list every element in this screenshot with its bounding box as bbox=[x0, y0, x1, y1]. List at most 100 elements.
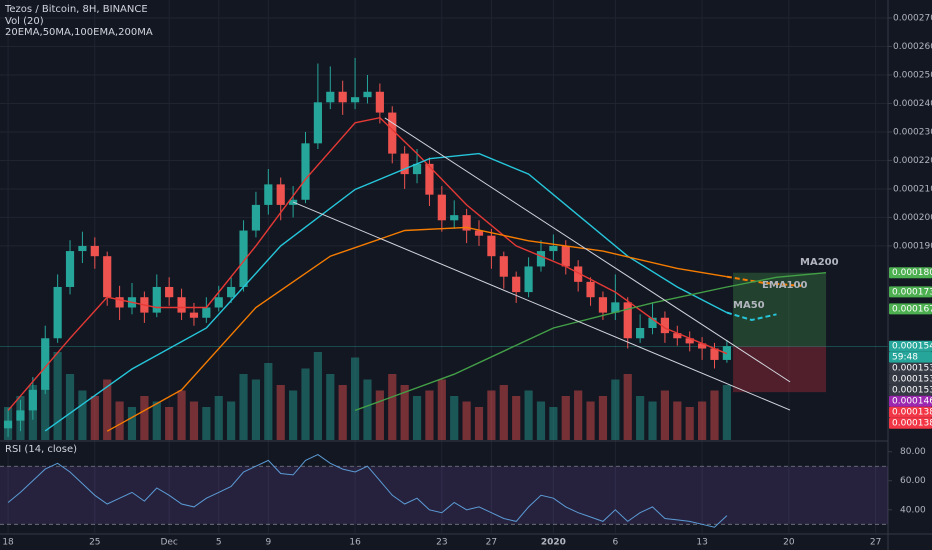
trendline bbox=[292, 201, 791, 411]
price-badge bbox=[889, 267, 932, 279]
rsi-tick-label: 60.00 bbox=[900, 476, 926, 486]
volume-bar bbox=[722, 385, 731, 440]
price-badge-label: 0.0001806 bbox=[892, 268, 932, 278]
candle-body bbox=[16, 410, 25, 421]
volume-bar bbox=[41, 363, 50, 440]
price-badge-label: 0.0001533 bbox=[892, 386, 932, 396]
volume-bar bbox=[698, 401, 707, 440]
volume-bar bbox=[152, 401, 161, 440]
candle-body bbox=[660, 317, 670, 334]
candle-body bbox=[710, 348, 719, 360]
volume-bar bbox=[450, 396, 459, 440]
volume-bar bbox=[425, 390, 434, 440]
volume-bar bbox=[177, 390, 186, 440]
x-tick-label: 9 bbox=[265, 538, 271, 548]
candle-body bbox=[524, 266, 533, 293]
x-tick-label: Dec bbox=[160, 538, 177, 548]
volume-bar bbox=[289, 390, 298, 440]
price-badge-label: 0.0001679 bbox=[892, 304, 932, 314]
candle-body bbox=[412, 163, 422, 175]
volume-bar bbox=[78, 390, 87, 440]
candle-body bbox=[450, 215, 459, 221]
candle-body bbox=[512, 276, 521, 293]
volume-bar bbox=[375, 390, 384, 440]
volume-bar bbox=[512, 396, 521, 440]
rsi-title: RSI (14, close) bbox=[5, 444, 77, 455]
candle-body bbox=[78, 245, 87, 252]
volume-bar bbox=[623, 374, 632, 440]
volume-bar bbox=[363, 379, 372, 440]
x-tick-label: 25 bbox=[89, 538, 100, 548]
candle-body bbox=[400, 153, 409, 175]
target-zone bbox=[733, 272, 827, 347]
candle-body bbox=[103, 256, 112, 298]
candle-body bbox=[227, 286, 236, 298]
candle-body bbox=[549, 245, 558, 252]
trendline bbox=[384, 117, 791, 383]
candle-body bbox=[499, 256, 508, 277]
volume-bar bbox=[202, 407, 211, 440]
candle-body bbox=[251, 204, 261, 231]
volume-bar bbox=[313, 352, 322, 440]
volume-bar bbox=[437, 379, 446, 440]
volume-label: Vol (20) bbox=[5, 16, 44, 27]
volume-bar bbox=[90, 396, 99, 440]
x-tick-label: 16 bbox=[349, 538, 361, 548]
price-badge-label: 0.0001533 bbox=[892, 364, 932, 374]
candle-body bbox=[462, 215, 471, 231]
candle-body bbox=[152, 286, 161, 313]
candle-body bbox=[177, 297, 186, 313]
volume-bar bbox=[673, 401, 682, 440]
annotation: MA200 bbox=[800, 257, 839, 268]
volume-bar bbox=[499, 385, 508, 440]
volume-bar bbox=[103, 379, 112, 440]
volume-bar bbox=[140, 396, 149, 440]
x-tick-label: 27 bbox=[870, 538, 881, 548]
moving-average bbox=[44, 152, 728, 432]
candle-body bbox=[313, 102, 322, 144]
candle-body bbox=[698, 343, 707, 349]
rsi-band-fill bbox=[0, 466, 888, 525]
rsi-tick-label: 40.00 bbox=[900, 505, 926, 515]
candle-body bbox=[65, 251, 75, 287]
candle-body bbox=[561, 245, 570, 267]
volume-bar bbox=[115, 401, 124, 440]
volume-bar bbox=[65, 374, 75, 440]
stop-zone bbox=[733, 346, 827, 393]
volume-bar bbox=[388, 374, 397, 440]
rsi-line bbox=[7, 454, 728, 528]
candle-body bbox=[165, 286, 174, 298]
candle-body bbox=[214, 297, 223, 308]
candle-body bbox=[437, 194, 446, 221]
candle-body bbox=[301, 143, 310, 200]
candle-body bbox=[673, 333, 682, 339]
volume-bar bbox=[53, 352, 62, 440]
volume-bar bbox=[227, 401, 236, 440]
price-badge bbox=[889, 395, 932, 407]
x-tick-label: 5 bbox=[216, 538, 222, 548]
volume-bar bbox=[251, 379, 261, 440]
price-badge-label: 0.0001739 bbox=[892, 287, 932, 297]
candle-body bbox=[202, 307, 211, 318]
moving-average bbox=[726, 311, 777, 322]
plot bbox=[0, 57, 888, 440]
volume-bar bbox=[350, 357, 360, 440]
volume-bar bbox=[536, 401, 546, 440]
y-tick-label: 0.0002000 bbox=[893, 213, 932, 223]
candle-body bbox=[28, 389, 37, 411]
x-tick-label: 27 bbox=[486, 538, 497, 548]
volume-bar bbox=[239, 374, 248, 440]
candle-body bbox=[189, 312, 199, 318]
candle-body bbox=[598, 297, 608, 313]
volume-bar bbox=[549, 407, 558, 440]
candle-body bbox=[636, 328, 645, 339]
volume-bar bbox=[127, 407, 137, 440]
y-tick-label: 0.0002700 bbox=[893, 13, 932, 23]
candle-body bbox=[239, 230, 248, 287]
moving-average bbox=[354, 272, 827, 412]
candle-body bbox=[338, 91, 347, 103]
y-tick-label: 0.0002200 bbox=[893, 156, 932, 166]
rsi-tick-label: 80.00 bbox=[900, 447, 926, 457]
